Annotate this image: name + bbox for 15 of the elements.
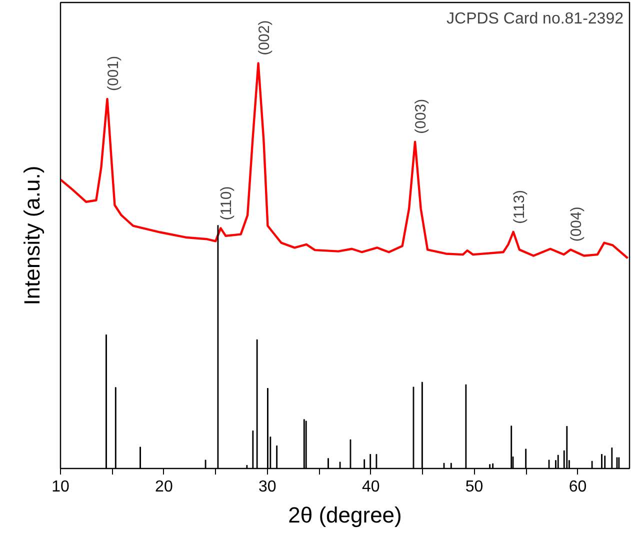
annotation: (001)	[104, 56, 122, 91]
annotation: (002)	[256, 20, 273, 56]
x-tick-label: 20	[155, 478, 173, 496]
y-axis-title: Intensity (a.u.)	[20, 166, 44, 306]
x-axis-title: 2θ (degree)	[288, 502, 402, 528]
annotation: (113)	[510, 190, 528, 224]
annotation: (004)	[568, 206, 586, 242]
x-tick-label: 10	[52, 478, 70, 496]
annotation: (110)	[218, 186, 236, 220]
x-tick-label: 50	[465, 478, 484, 496]
text: JCPDS Card no.81-2392	[446, 10, 624, 28]
x-tick-label: 40	[362, 478, 380, 496]
x-tick-label: 30	[258, 478, 276, 496]
annotation: (003)	[412, 98, 430, 134]
x-tick-label: 60	[568, 478, 587, 496]
